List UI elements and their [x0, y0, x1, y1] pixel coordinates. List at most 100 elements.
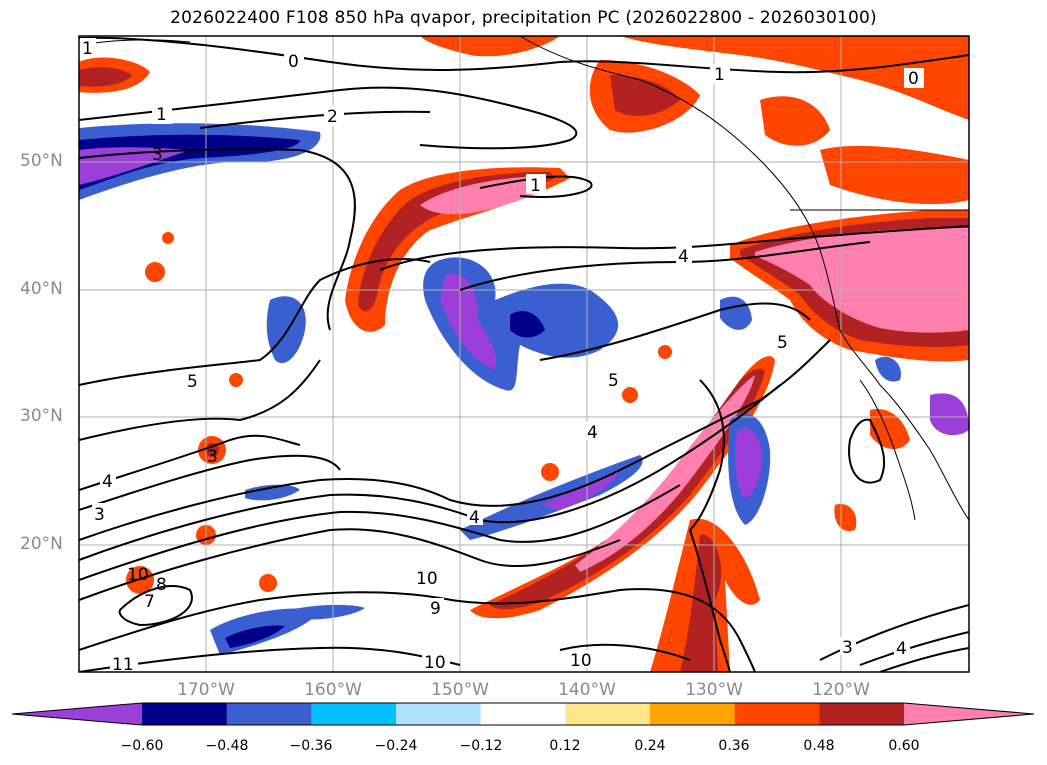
- north-america-coastline: [519, 36, 969, 521]
- colorbar-under-arrow: [12, 703, 142, 725]
- negative-precip-region: [290, 604, 365, 620]
- contour-line-5b: [79, 359, 321, 441]
- negative-precip-region: [735, 428, 762, 499]
- colorbar-swatch: [226, 703, 312, 725]
- contour-label: 4: [102, 472, 113, 492]
- colorbar: [11, 702, 1035, 726]
- lon-label-170w: 170°W: [177, 680, 235, 700]
- contour-line-8b: [879, 647, 969, 672]
- contour-label: 8: [156, 575, 167, 595]
- contour-line-9: [79, 588, 756, 672]
- contour-line-2: [199, 110, 431, 129]
- contour-label: 11: [112, 655, 134, 675]
- contour-label: 5: [187, 372, 198, 392]
- positive-precip-region: [79, 67, 132, 87]
- contour-line-4g: [848, 418, 886, 484]
- colorbar-swatch: [396, 703, 482, 725]
- positive-precip-region: [680, 534, 722, 672]
- contour-line-3: [79, 148, 356, 331]
- graticule: [79, 36, 969, 672]
- positive-precip-region: [541, 463, 559, 481]
- contour-label: 4: [678, 247, 689, 267]
- colorbar-tick-label: −0.48: [205, 738, 249, 754]
- contour-label: 3: [152, 145, 163, 165]
- baja-coastline: [859, 379, 916, 521]
- colorbar-over-arrow: [904, 703, 1034, 725]
- contour-label: 10: [416, 569, 438, 589]
- positive-precip-region: [834, 504, 857, 531]
- positive-precip-region: [145, 262, 165, 282]
- contour-label: 2: [327, 107, 338, 127]
- negative-precip-region: [79, 147, 190, 185]
- colorbar-swatches: [142, 703, 905, 725]
- lon-label-150w: 150°W: [431, 680, 489, 700]
- contour-line-8: [79, 528, 621, 601]
- positive-precip-region: [658, 345, 672, 359]
- contour-line-4f: [689, 379, 725, 531]
- contour-label: 7: [144, 592, 155, 612]
- positive-precip-region: [620, 36, 969, 120]
- colorbar-tick-label: −0.60: [120, 738, 164, 754]
- lat-label-30n: 30°N: [20, 406, 63, 426]
- positive-precip-region: [229, 373, 243, 387]
- contour-line-10b: [118, 585, 193, 627]
- contour-label: 1: [156, 105, 167, 125]
- contour-label: 3: [94, 505, 105, 525]
- negative-precip-region: [510, 310, 545, 338]
- positive-precip-region: [420, 36, 560, 57]
- colorbar-swatch: [311, 703, 397, 725]
- contour-label: 5: [777, 333, 788, 353]
- lat-label-50n: 50°N: [20, 151, 63, 171]
- lon-label-120w: 120°W: [812, 680, 870, 700]
- contour-line-4e: [859, 631, 969, 666]
- colorbar-swatch: [819, 703, 905, 725]
- positive-precip-region: [205, 443, 219, 457]
- lon-label-140w: 140°W: [558, 680, 616, 700]
- lon-label-130w: 130°W: [685, 680, 743, 700]
- negative-precip-region: [245, 484, 300, 501]
- precipitation-fill-layer: [79, 36, 969, 672]
- contour-label: 4: [469, 508, 480, 528]
- contour-label: 4: [587, 423, 598, 443]
- contour-label: 4: [896, 639, 907, 659]
- contour-line-5d: [689, 529, 731, 672]
- colorbar-swatch: [734, 703, 820, 725]
- colorbar-tick-label: 0.12: [549, 738, 581, 754]
- contour-line-5: [79, 258, 431, 386]
- colorbar-swatch: [480, 703, 566, 725]
- colorbar-tick-label: −0.12: [459, 738, 503, 754]
- contour-line-1: [79, 86, 578, 150]
- colorbar-swatch: [142, 703, 228, 725]
- contour-line-1b: [479, 175, 593, 199]
- contour-label: 5: [608, 371, 619, 391]
- colorbar-tick-label: 0.24: [634, 738, 666, 754]
- contour-label: 3: [207, 447, 218, 467]
- contour-line-5e: [539, 302, 811, 361]
- positive-precip-region: [870, 409, 910, 450]
- positive-precip-region: [760, 96, 830, 146]
- positive-precip-region: [259, 574, 277, 592]
- positive-precip-region: [820, 145, 969, 205]
- colorbar-tick-label: 0.36: [718, 738, 750, 754]
- contour-label: 10: [424, 653, 446, 673]
- colorbar-swatch: [565, 703, 651, 725]
- contour-label: 3: [842, 638, 853, 658]
- contour-line-0: [79, 36, 969, 74]
- colorbar-tick-label: 0.48: [803, 738, 835, 754]
- contour-label: 10: [127, 565, 149, 585]
- map-frame: [78, 35, 970, 673]
- positive-precip-region: [420, 176, 540, 215]
- contour-line-3c: [819, 604, 969, 661]
- positive-precip-region: [622, 387, 638, 403]
- contour-label: 0: [288, 52, 299, 72]
- negative-precip-region: [440, 273, 497, 370]
- colorbar-tick-label: −0.24: [374, 738, 418, 754]
- negative-precip-region: [875, 356, 901, 382]
- positive-precip-region: [358, 172, 555, 312]
- map-title: 2026022400 F108 850 hPa qvapor, precipit…: [170, 8, 877, 28]
- negative-precip-region: [930, 393, 969, 436]
- contour-label: 1: [82, 39, 93, 59]
- contour-line-7: [79, 484, 681, 581]
- positive-precip-region: [610, 75, 680, 116]
